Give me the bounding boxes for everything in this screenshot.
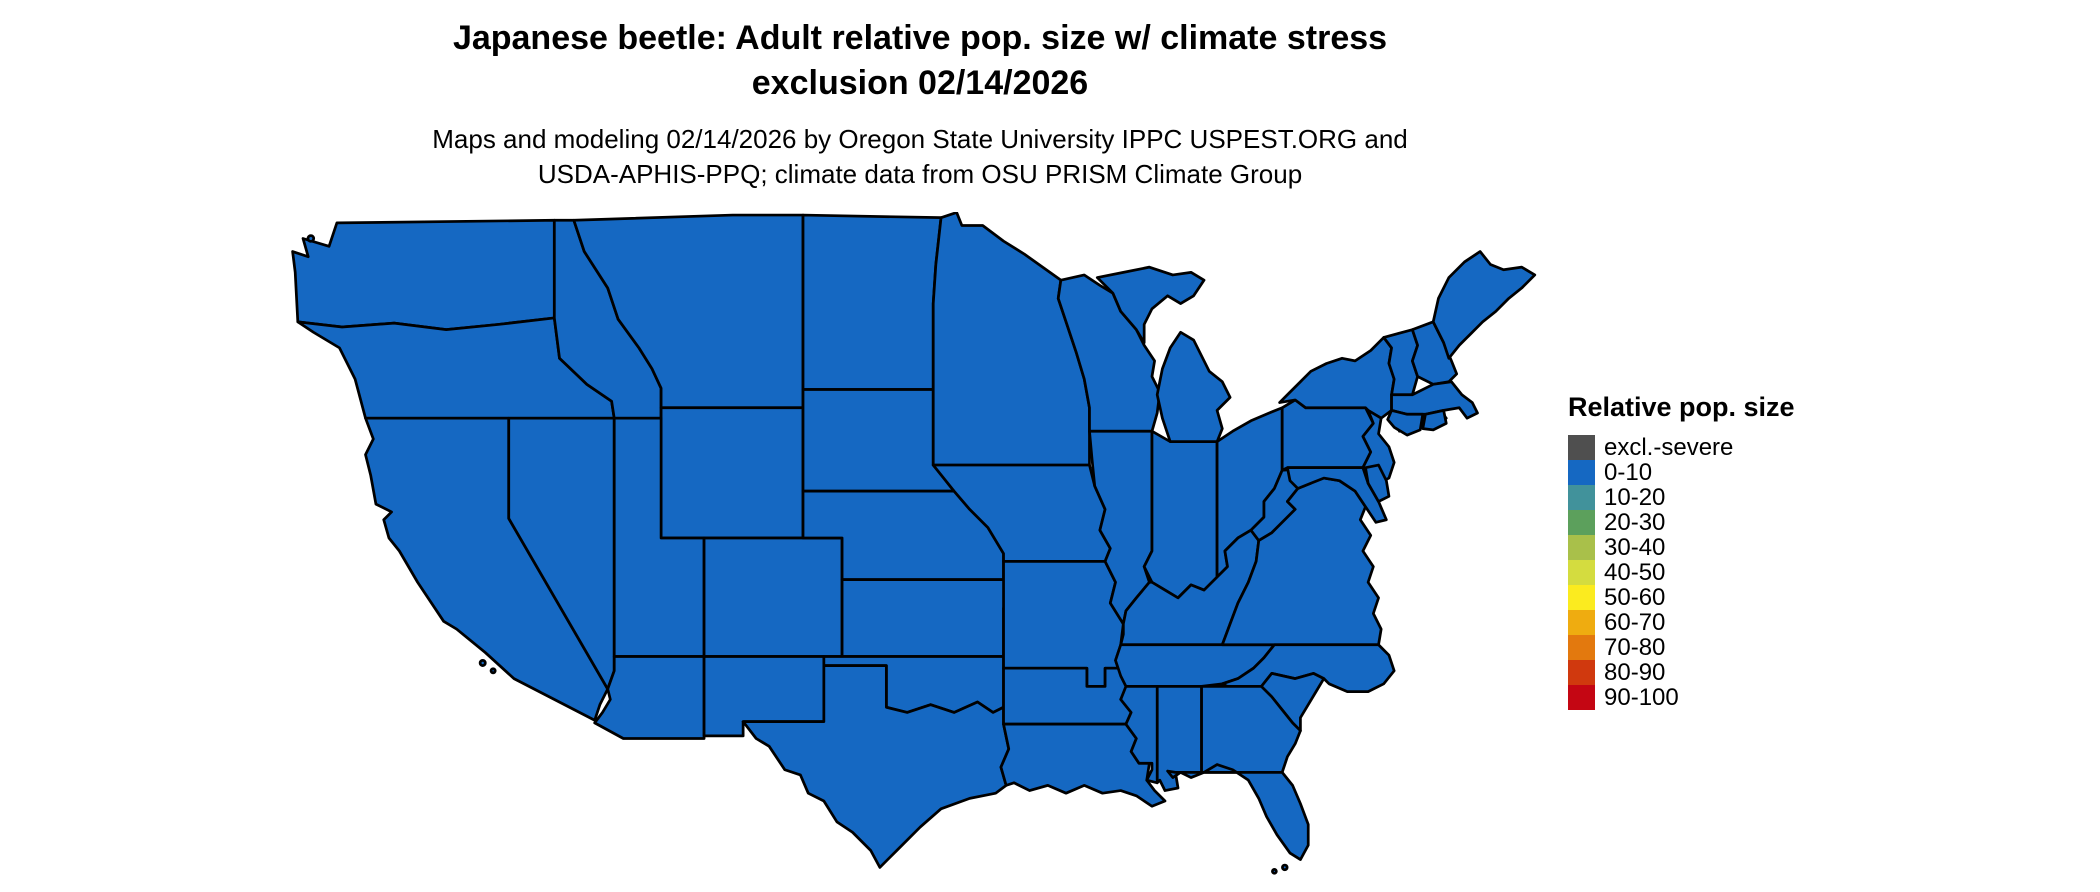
state-RI <box>1421 409 1448 432</box>
page-subtitle-line1: Maps and modeling 02/14/2026 by Oregon S… <box>432 123 1408 154</box>
legend-label: 60-70 <box>1604 609 1666 636</box>
legend-row: excl.-severe <box>1568 435 1888 460</box>
island-dot-3 <box>306 234 316 243</box>
legend-swatch <box>1568 510 1595 535</box>
legend-row: 40-50 <box>1568 560 1888 585</box>
legend-row: 50-60 <box>1568 585 1888 610</box>
state-SD <box>801 388 956 493</box>
legend-label: 90-100 <box>1604 684 1679 711</box>
island-dot-1 <box>478 659 487 667</box>
page-title: Japanese beetle: Adult relative pop. siz… <box>0 16 1840 106</box>
us-map <box>290 212 1540 890</box>
legend-swatch <box>1568 435 1595 460</box>
state-MT <box>572 213 805 410</box>
legend-swatch <box>1568 685 1595 710</box>
state-KS <box>840 578 1011 658</box>
legend-label: 70-80 <box>1604 634 1666 661</box>
island-dot-2 <box>489 667 497 675</box>
legend-label: excl.-severe <box>1604 434 1734 461</box>
state-ND <box>801 213 943 391</box>
state-TX <box>741 664 1011 869</box>
state-IN <box>1142 429 1219 600</box>
legend-swatch <box>1568 610 1595 635</box>
legend-label: 50-60 <box>1604 584 1666 611</box>
state-CO <box>702 536 844 658</box>
legend-row: 60-70 <box>1568 610 1888 635</box>
legend-row: 80-90 <box>1568 660 1888 685</box>
state-WY <box>659 406 805 540</box>
map-legend: Relative pop. size excl.-severe 0-10 10-20… <box>1568 392 1888 710</box>
us-map-svg <box>291 212 1537 875</box>
legend-swatch <box>1568 560 1595 585</box>
state-PA <box>1280 398 1375 472</box>
legend-swatch <box>1568 535 1595 560</box>
page-title-line1: Japanese beetle: Adult relative pop. siz… <box>452 19 1388 57</box>
page-title-line2: exclusion 02/14/2026 <box>751 63 1089 102</box>
legend-row: 30-40 <box>1568 535 1888 560</box>
legend-label: 30-40 <box>1604 534 1666 561</box>
state-MS <box>1119 685 1159 785</box>
page-subtitle-line2: USDA-APHIS-PPQ; climate data from OSU PR… <box>537 158 1303 189</box>
legend-row: 10-20 <box>1568 485 1888 510</box>
state-MN <box>931 212 1091 467</box>
state-AR <box>1002 666 1133 726</box>
state-CA <box>364 416 610 722</box>
legend-swatch <box>1568 460 1595 485</box>
state-FL <box>1166 763 1310 861</box>
header: Japanese beetle: Adult relative pop. siz… <box>0 16 1840 192</box>
legend-swatch <box>1568 485 1595 510</box>
state-DE <box>1364 463 1391 503</box>
island-dot-4 <box>1281 863 1289 872</box>
legend-swatch <box>1568 635 1595 660</box>
state-CT <box>1386 409 1425 437</box>
state-ME <box>1431 250 1537 360</box>
state-VA <box>1220 466 1383 647</box>
island-dot-5 <box>1271 867 1278 875</box>
state-MI-upper <box>1095 265 1206 345</box>
legend-title: Relative pop. size <box>1568 392 1795 422</box>
state-MI <box>1155 330 1232 443</box>
legend-label: 40-50 <box>1604 559 1666 586</box>
page-subtitle: Maps and modeling 02/14/2026 by Oregon S… <box>0 122 1840 192</box>
legend-swatch <box>1568 585 1595 610</box>
legend-label: 0-10 <box>1604 459 1653 486</box>
state-WA <box>291 218 556 332</box>
legend-row: 70-80 <box>1568 635 1888 660</box>
legend-row: 0-10 <box>1568 460 1888 485</box>
legend-row: 20-30 <box>1568 510 1888 535</box>
legend-label: 20-30 <box>1604 509 1666 536</box>
legend-label: 10-20 <box>1604 484 1666 511</box>
legend-swatch <box>1568 660 1595 685</box>
legend-row: 90-100 <box>1568 685 1888 710</box>
legend-items: excl.-severe 0-10 10-20 20-30 30-40 40-50 50-6… <box>1568 435 1888 710</box>
legend-label: 80-90 <box>1604 659 1666 686</box>
